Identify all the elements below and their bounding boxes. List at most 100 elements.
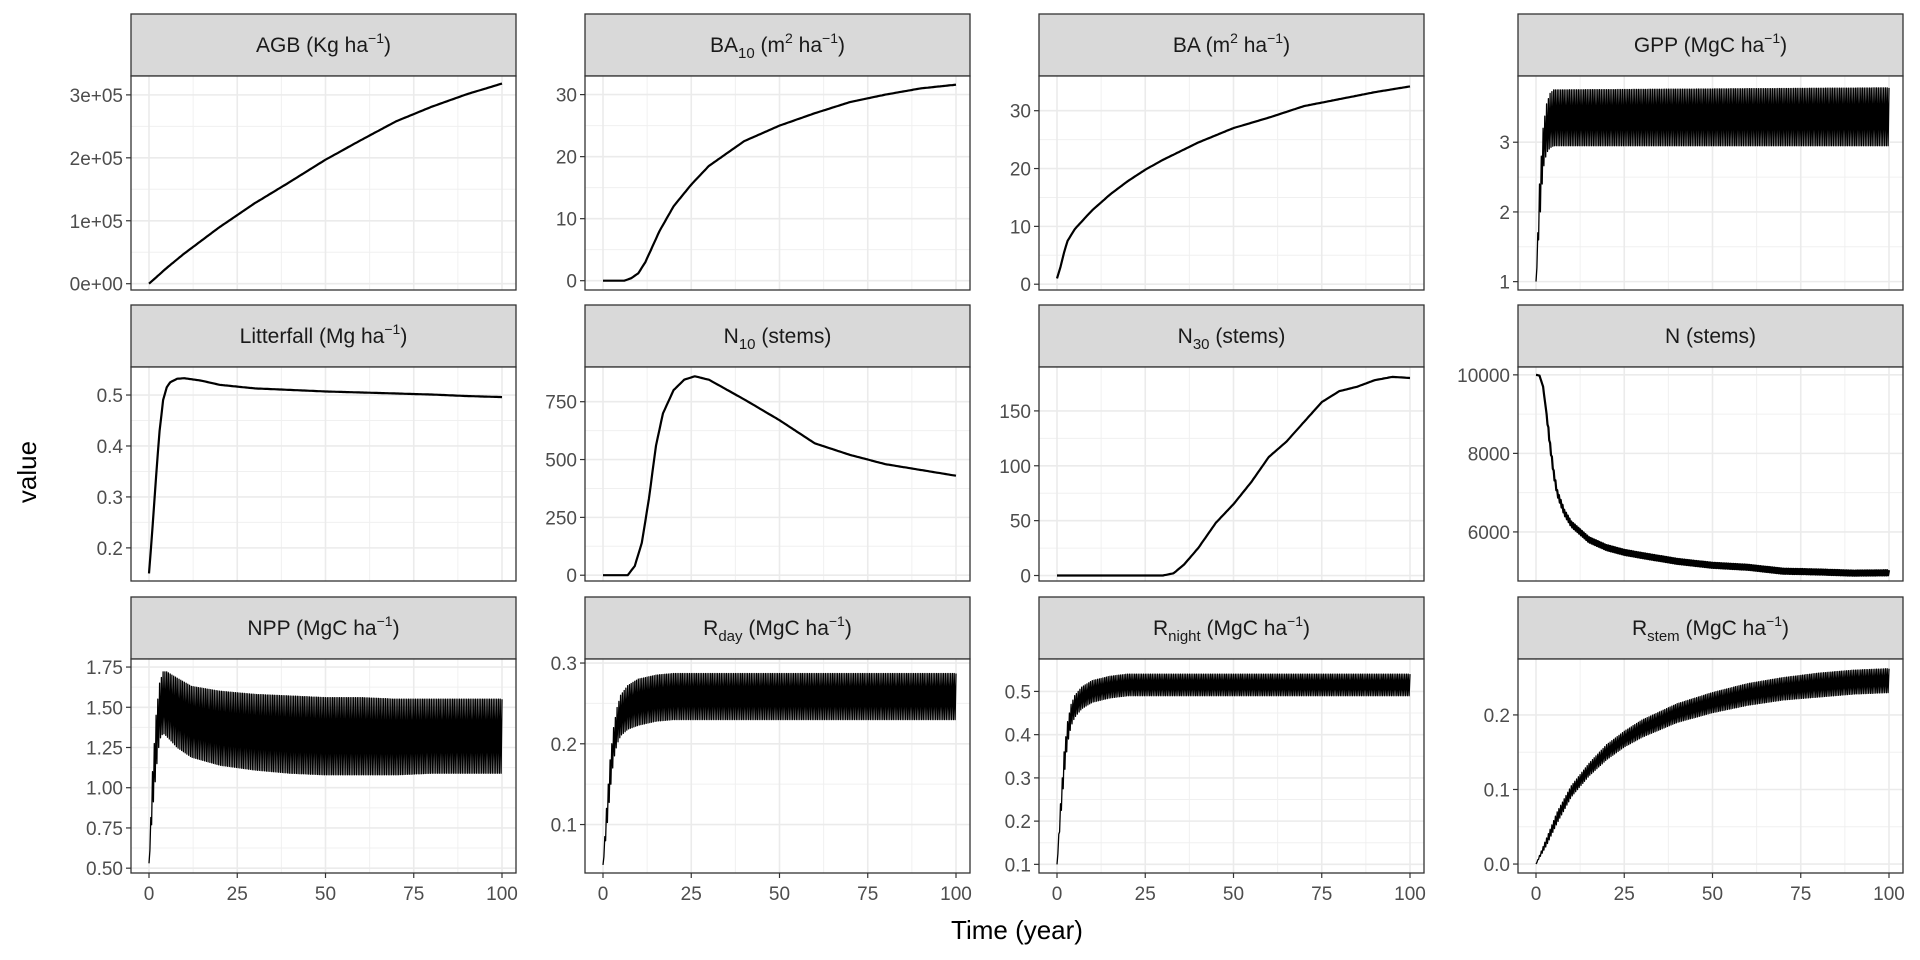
series-line-ba10 bbox=[603, 83, 957, 282]
series-line-n30 bbox=[1057, 375, 1411, 577]
title-tail: (stems) bbox=[756, 325, 832, 348]
title-tail: ) bbox=[1780, 34, 1787, 57]
x-tick-label: 0 bbox=[144, 884, 155, 905]
panel-border-n10 bbox=[584, 366, 971, 582]
title-base: N (stems) bbox=[1665, 325, 1756, 348]
x-tick-label: 75 bbox=[403, 884, 424, 905]
y-tick-label: 6000 bbox=[1468, 523, 1510, 544]
x-tick-label: 0 bbox=[598, 884, 609, 905]
panel-border-agb bbox=[130, 75, 517, 291]
strip-title-rstem: Rstem (MgC ha−1) bbox=[1632, 613, 1789, 645]
panel-border-rnight bbox=[1038, 658, 1425, 874]
panel-border-npp bbox=[130, 658, 517, 874]
y-tick-label: 1.75 bbox=[86, 658, 123, 679]
y-tick-label: 0.1 bbox=[551, 816, 577, 837]
title-sup: −1 bbox=[1766, 613, 1782, 629]
title-base: BA (m bbox=[1173, 34, 1230, 57]
panel-border-litterfall bbox=[130, 366, 517, 582]
title-base: AGB (Kg ha bbox=[256, 34, 368, 57]
strip-rnight bbox=[1038, 596, 1425, 660]
title-tail: ha bbox=[1238, 34, 1268, 57]
y-tick-label: 0.4 bbox=[1005, 726, 1032, 747]
title-sub: day bbox=[718, 628, 743, 645]
strip-agb bbox=[130, 13, 517, 77]
y-tick-label: 0.3 bbox=[97, 488, 123, 509]
title-base: NPP (MgC ha bbox=[247, 617, 376, 640]
series-line-gpp bbox=[1535, 87, 1890, 282]
strip-rstem bbox=[1517, 596, 1904, 660]
x-tick-label: 50 bbox=[315, 884, 336, 905]
y-tick-label: 10 bbox=[556, 210, 577, 231]
series-line-n bbox=[1535, 373, 1891, 577]
strip-title-ba10: BA10 (m2 ha−1) bbox=[710, 30, 845, 62]
title-sup: −1 bbox=[1287, 613, 1303, 629]
strip-ba10 bbox=[584, 13, 971, 77]
y-tick-label: 3 bbox=[1499, 133, 1510, 154]
y-tick-label: 0.5 bbox=[1005, 682, 1031, 703]
title-sup: −1 bbox=[384, 321, 400, 337]
panel-border-ba10 bbox=[584, 75, 971, 291]
y-tick-label: 0.5 bbox=[97, 386, 123, 407]
title-base: N bbox=[1178, 325, 1193, 348]
panel-ba: BA (m2 ha−1) 0 10 20 30 bbox=[1010, 13, 1425, 296]
panel-n10: N10 (stems) 0 250 500 750 bbox=[545, 304, 971, 587]
title-tail: ) bbox=[384, 34, 391, 57]
title-mid: (MgC ha bbox=[743, 617, 830, 640]
y-tick-label: 1.25 bbox=[86, 738, 123, 759]
y-tick-label: 0.50 bbox=[86, 859, 123, 880]
title-sup2: −1 bbox=[822, 30, 838, 46]
strip-n10 bbox=[584, 304, 971, 368]
x-tick-label: 75 bbox=[1790, 884, 1811, 905]
y-tick-label: 0.3 bbox=[1005, 769, 1031, 790]
y-tick-label: 100 bbox=[999, 457, 1031, 478]
y-tick-label: 0.75 bbox=[86, 819, 123, 840]
y-tick-label: 2e+05 bbox=[70, 149, 123, 170]
y-tick-label: 750 bbox=[545, 393, 577, 414]
strip-title-agb: AGB (Kg ha−1) bbox=[256, 30, 391, 57]
panel-border-n bbox=[1517, 366, 1904, 582]
y-tick-label: 0 bbox=[1020, 275, 1031, 296]
title-base: BA bbox=[710, 34, 738, 57]
plot-bg-n30 bbox=[1039, 367, 1424, 581]
strip-title-ba: BA (m2 ha−1) bbox=[1173, 30, 1290, 57]
panel-border-rday bbox=[584, 658, 971, 874]
title-sub: 10 bbox=[738, 45, 755, 62]
strip-title-n30: N30 (stems) bbox=[1178, 325, 1286, 353]
series-line-ba bbox=[1055, 85, 1411, 279]
strip-litterfall bbox=[130, 304, 517, 368]
panel-border-gpp bbox=[1517, 75, 1904, 291]
title-mid: (MgC ha bbox=[1201, 617, 1288, 640]
panel-npp: NPP (MgC ha−1) 0.50 0.75 1.00 1.25 1.50 1.75 0 2… bbox=[86, 596, 518, 905]
x-tick-label: 25 bbox=[681, 884, 702, 905]
series-line-npp bbox=[148, 671, 503, 864]
panel-n: N (stems) 6000 8000 10000 bbox=[1457, 304, 1904, 582]
strip-n30 bbox=[1038, 304, 1425, 368]
y-tick-label: 0.2 bbox=[1484, 706, 1510, 727]
y-tick-label: 3e+05 bbox=[70, 86, 123, 107]
x-tick-label: 100 bbox=[940, 884, 972, 905]
title-tail: ) bbox=[845, 617, 852, 640]
strip-title-n10: N10 (stems) bbox=[724, 325, 832, 353]
y-tick-label: 0e+00 bbox=[70, 275, 123, 296]
y-tick-label: 0.2 bbox=[97, 539, 123, 560]
y-tick-label: 0 bbox=[1020, 567, 1031, 588]
x-axis-title: Time (year) bbox=[951, 915, 1083, 945]
series-line-rday bbox=[602, 672, 957, 865]
title-tail: (stems) bbox=[1210, 325, 1286, 348]
panel-border-rstem bbox=[1517, 658, 1904, 874]
title-tail: ) bbox=[400, 325, 407, 348]
title-mid: (MgC ha bbox=[1680, 617, 1767, 640]
title-sup: −1 bbox=[368, 30, 384, 46]
panel-litterfall: Litterfall (Mg ha−1) 0.2 0.3 0.4 0.5 bbox=[97, 304, 517, 582]
panel-rstem: Rstem (MgC ha−1) 0.0 0.1 0.2 0 25 50 75 100 bbox=[1484, 596, 1905, 905]
y-tick-label: 150 bbox=[999, 402, 1031, 423]
title-base: GPP (MgC ha bbox=[1634, 34, 1765, 57]
title-tail2: ) bbox=[1283, 34, 1290, 57]
title-base: R bbox=[703, 617, 718, 640]
y-tick-label: 0.0 bbox=[1484, 855, 1510, 876]
title-sup: 2 bbox=[1230, 30, 1238, 46]
title-sup2: −1 bbox=[1267, 30, 1283, 46]
panel-border-n30 bbox=[1038, 366, 1425, 582]
x-tick-label: 25 bbox=[1614, 884, 1635, 905]
plot-bg-n10 bbox=[585, 367, 970, 581]
